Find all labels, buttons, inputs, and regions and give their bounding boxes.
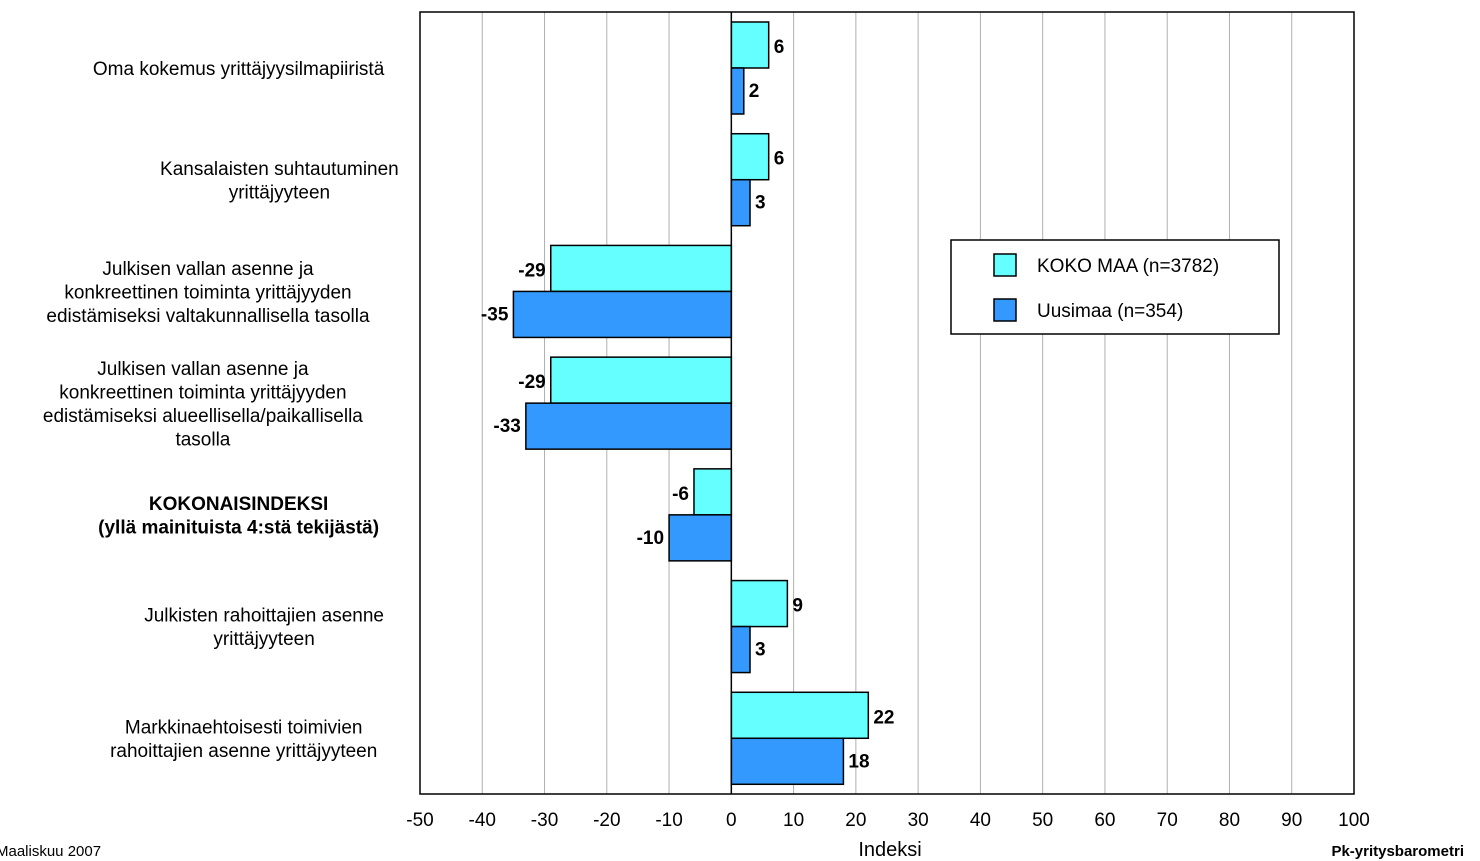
x-tick-label-7: 20 bbox=[845, 810, 866, 831]
value-label-s0-c1: 6 bbox=[774, 149, 785, 170]
x-tick-label-15: 100 bbox=[1338, 810, 1370, 831]
x-tick-label-8: 30 bbox=[908, 810, 929, 831]
x-tick-label-1: -40 bbox=[469, 810, 496, 831]
x-tick-label-4: -10 bbox=[655, 810, 682, 831]
x-tick-label-13: 80 bbox=[1219, 810, 1240, 831]
value-label-s0-c5: 9 bbox=[792, 596, 803, 617]
bar-s0-c3 bbox=[550, 356, 733, 404]
category-label-6: Markkinaehtoisesti toimivien rahoittajien… bbox=[110, 717, 377, 762]
value-label-s1-c2: -35 bbox=[481, 304, 509, 325]
bar-s1-c3 bbox=[525, 402, 733, 450]
bar-s0-c6 bbox=[730, 691, 870, 740]
category-label-4: KOKONAISINDEKSI (yllä mainituista 4:stä t… bbox=[98, 494, 379, 539]
x-tick-label-6: 10 bbox=[783, 810, 804, 831]
bar-s1-c5 bbox=[730, 625, 751, 674]
legend-swatch-1 bbox=[993, 298, 1017, 322]
category-label-1: Kansalaisten suhtautuminen yrittäjyyteen bbox=[160, 159, 399, 204]
bar-s1-c6 bbox=[730, 737, 845, 786]
bar-s0-c2 bbox=[550, 244, 733, 293]
x-tick-label-14: 90 bbox=[1281, 810, 1302, 831]
value-label-s0-c4: -6 bbox=[672, 484, 689, 505]
value-label-s1-c0: 2 bbox=[749, 81, 760, 102]
category-labels: Oma kokemus yrittäjyysilmapiiristä Kansal… bbox=[43, 59, 399, 762]
plot-frame bbox=[419, 11, 1355, 795]
value-label-s0-c2: -29 bbox=[518, 260, 545, 281]
legend: KOKO MAA (n=3782) Uusimaa (n=354) bbox=[950, 239, 1280, 335]
x-tick-label-2: -30 bbox=[531, 810, 558, 831]
value-label-s0-c3: -29 bbox=[518, 372, 545, 393]
category-label-5: Julkisten rahoittajien asenne yrittäjyyte… bbox=[144, 606, 384, 651]
value-label-s1-c4: -10 bbox=[637, 528, 664, 549]
bar-s0-c1 bbox=[730, 132, 770, 181]
bar-s0-c5 bbox=[730, 579, 789, 628]
footer-source: Pk-yritysbarometri bbox=[1331, 843, 1464, 860]
x-tick-label-10: 50 bbox=[1032, 810, 1053, 831]
legend-swatch-0 bbox=[993, 253, 1017, 277]
bar-s1-c4 bbox=[668, 514, 733, 562]
x-axis-label: Indeksi bbox=[858, 839, 921, 861]
footer-date: Maaliskuu 2007 bbox=[0, 843, 101, 860]
legend-entry-1: Uusimaa (n=354) bbox=[1037, 301, 1183, 322]
bar-s1-c2 bbox=[512, 290, 733, 339]
x-tick-label-9: 40 bbox=[970, 810, 991, 831]
x-tick-label-12: 70 bbox=[1157, 810, 1178, 831]
value-label-s1-c1: 3 bbox=[755, 193, 766, 214]
value-label-s1-c3: -33 bbox=[493, 416, 520, 437]
value-label-s1-c6: 18 bbox=[848, 751, 869, 772]
value-label-s0-c6: 22 bbox=[873, 707, 894, 728]
x-tick-label-11: 60 bbox=[1094, 810, 1115, 831]
bar-s0-c4 bbox=[693, 468, 733, 516]
value-label-s0-c0: 6 bbox=[774, 37, 785, 58]
bar-s1-c0 bbox=[730, 67, 745, 115]
x-tick-labels: -50 -40 -30 -20 -10 0 10 20 30 40 50 60 70 80 90 100 bbox=[406, 810, 1370, 831]
category-label-3: Julkisen vallan asenne ja konkreettinen t… bbox=[43, 359, 363, 451]
category-label-0: Oma kokemus yrittäjyysilmapiiristä bbox=[93, 59, 385, 80]
bar-s1-c1 bbox=[730, 178, 751, 227]
x-tick-label-3: -20 bbox=[593, 810, 620, 831]
plot-border bbox=[419, 11, 1355, 795]
category-label-2: Julkisen vallan asenne ja konkreettinen t… bbox=[46, 259, 370, 327]
bar-s0-c0 bbox=[730, 21, 770, 69]
x-tick-label-0: -50 bbox=[406, 810, 433, 831]
value-label-s1-c5: 3 bbox=[755, 640, 766, 661]
x-tick-label-5: 0 bbox=[726, 810, 737, 831]
legend-entry-0: KOKO MAA (n=3782) bbox=[1037, 256, 1219, 277]
bars bbox=[512, 21, 870, 786]
